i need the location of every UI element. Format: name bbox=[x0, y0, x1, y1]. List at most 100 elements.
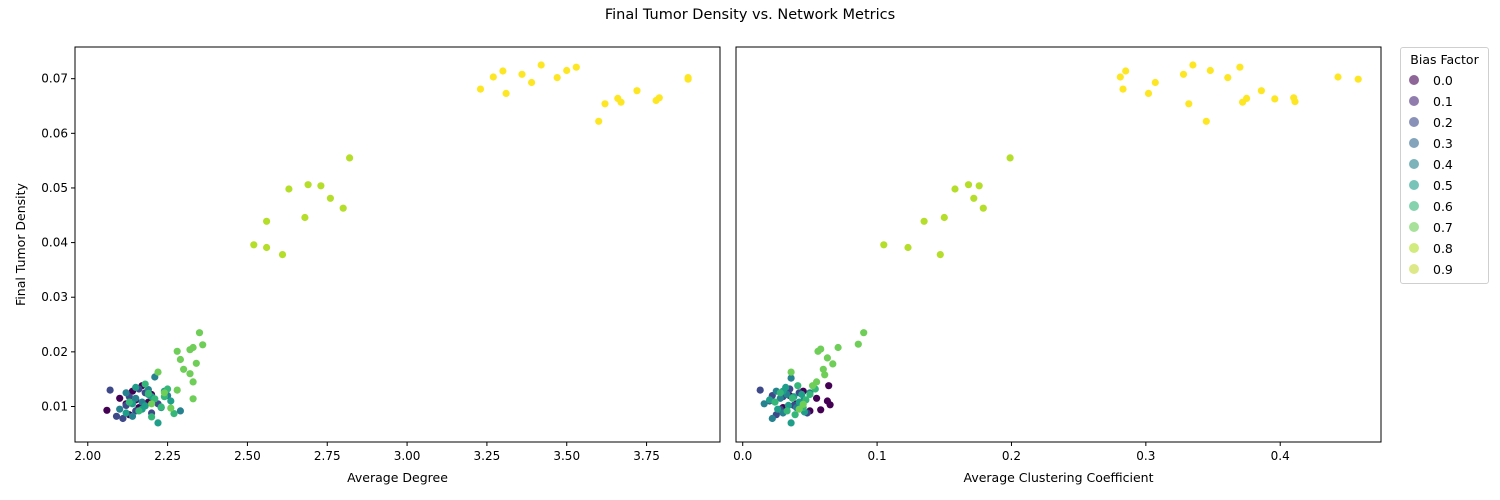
scatter-point bbox=[1202, 117, 1210, 125]
plot-area-frame bbox=[735, 46, 1382, 443]
scatter-point bbox=[148, 400, 156, 408]
scatter-point bbox=[601, 100, 609, 108]
x-tick-label: 3.75 bbox=[633, 449, 660, 463]
legend-item: 0.1 bbox=[1409, 92, 1453, 110]
scatter-point bbox=[154, 368, 162, 376]
scatter-point bbox=[904, 243, 912, 252]
scatter-point bbox=[304, 181, 312, 189]
x-tick-label: 0.4 bbox=[1271, 449, 1290, 463]
scatter-point bbox=[964, 181, 973, 189]
scatter-point bbox=[103, 406, 111, 414]
scatter-point bbox=[817, 406, 825, 414]
scatter-point bbox=[176, 355, 184, 364]
x-tick-label: 0.2 bbox=[1002, 449, 1021, 463]
legend: Bias Factor 0.0 0.1 0.2 0.3 0.4 0.5 0.6 bbox=[1400, 47, 1489, 284]
legend-item: 0.3 bbox=[1409, 134, 1453, 152]
scatter-point bbox=[1243, 94, 1251, 102]
x-tick-label: 2.75 bbox=[314, 449, 341, 463]
scatter-point bbox=[774, 405, 782, 413]
y-tick-label: 0.07 bbox=[41, 72, 68, 86]
scatter-point bbox=[756, 386, 764, 394]
scatter-point bbox=[1185, 100, 1193, 108]
scatter-point bbox=[317, 182, 325, 190]
scatter-point bbox=[189, 343, 197, 352]
scatter-point bbox=[920, 217, 928, 225]
scatter-point bbox=[499, 67, 507, 75]
y-tick-label: 0.04 bbox=[41, 236, 68, 250]
scatter-point bbox=[776, 389, 784, 397]
legend-item-label: 0.8 bbox=[1433, 240, 1453, 256]
scatter-point bbox=[1236, 63, 1244, 71]
y-tick-label: 0.01 bbox=[41, 399, 68, 413]
scatter-point bbox=[285, 185, 293, 193]
scatter-point bbox=[157, 403, 165, 411]
scatter-point bbox=[819, 365, 827, 373]
scatter-points bbox=[103, 61, 692, 427]
x-axis-ticks: 2.00 2.25 2.50 2.75 3.00 3.25 3.50 3.75 bbox=[74, 442, 660, 463]
figure-suptitle: Final Tumor Density vs. Network Metrics bbox=[604, 7, 896, 23]
scatter-point bbox=[502, 89, 510, 97]
scatter-point bbox=[170, 410, 178, 418]
legend-marker-icon bbox=[1409, 138, 1419, 148]
y-axis-ticks: 0.01 0.02 0.03 0.04 0.05 0.06 0.07 bbox=[41, 72, 75, 413]
scatter-point bbox=[301, 213, 309, 222]
scatter-point bbox=[782, 383, 790, 391]
scatter-point bbox=[537, 61, 545, 69]
scatter-point bbox=[798, 390, 806, 399]
plot-area-frame bbox=[74, 46, 721, 443]
scatter-point bbox=[788, 394, 797, 402]
legend-item-label: 0.4 bbox=[1433, 156, 1453, 172]
scatter-point bbox=[572, 63, 580, 71]
scatter-point bbox=[167, 404, 175, 412]
scatter-point bbox=[112, 412, 121, 420]
scatter-point bbox=[186, 370, 194, 378]
legend-marker-icon bbox=[1409, 264, 1419, 274]
legend-marker-icon bbox=[1409, 222, 1419, 232]
scatter-point bbox=[563, 66, 571, 75]
legend-item: 0.4 bbox=[1409, 155, 1453, 173]
x-tick-label: 3.25 bbox=[474, 449, 501, 463]
scatter-point bbox=[518, 70, 526, 78]
legend-marker-icon bbox=[1409, 201, 1419, 211]
scatter-point bbox=[1151, 78, 1159, 87]
legend-item-label: 0.3 bbox=[1433, 135, 1453, 151]
scatter-point bbox=[326, 194, 334, 202]
scatter-point bbox=[795, 405, 803, 413]
legend-marker-icon bbox=[1409, 159, 1419, 169]
scatter-point bbox=[116, 405, 124, 413]
scatter-point bbox=[821, 371, 829, 379]
scatter-point bbox=[1116, 73, 1124, 81]
x-tick-label: 2.00 bbox=[74, 449, 101, 463]
scatter-point bbox=[553, 74, 561, 82]
legend-item-label: 0.5 bbox=[1433, 177, 1453, 193]
scatter-point bbox=[825, 382, 833, 390]
scatter-points bbox=[756, 61, 1362, 427]
scatter-point bbox=[122, 409, 130, 417]
legend-item-label: 0.9 bbox=[1433, 261, 1453, 277]
x-tick-label: 0.3 bbox=[1136, 449, 1155, 463]
scatter-point bbox=[817, 345, 825, 353]
scatter-point bbox=[829, 360, 837, 368]
scatter-point bbox=[263, 217, 271, 225]
legend-item-label: 0.2 bbox=[1433, 114, 1453, 130]
scatter-point bbox=[173, 347, 181, 355]
scatter-point bbox=[160, 389, 168, 397]
scatter-point bbox=[834, 343, 842, 352]
scatter-point bbox=[813, 394, 821, 402]
x-tick-label: 3.50 bbox=[553, 449, 580, 463]
legend-marker-icon bbox=[1409, 96, 1419, 106]
scatter-point bbox=[776, 394, 784, 402]
legend-item: 0.6 bbox=[1409, 197, 1453, 215]
scatter-point bbox=[633, 87, 641, 95]
scatter-point bbox=[787, 419, 795, 427]
scatter-point bbox=[132, 394, 140, 402]
x-tick-label: 2.25 bbox=[154, 449, 181, 463]
scatter-point bbox=[791, 411, 799, 419]
scatter-point bbox=[1291, 98, 1299, 106]
scatter-point bbox=[975, 182, 983, 190]
scatter-point bbox=[806, 390, 814, 399]
legend-item-label: 0.6 bbox=[1433, 198, 1453, 214]
y-tick-label: 0.02 bbox=[41, 345, 68, 359]
x-axis-ticks: 0.0 0.1 0.2 0.3 0.4 bbox=[733, 442, 1290, 463]
